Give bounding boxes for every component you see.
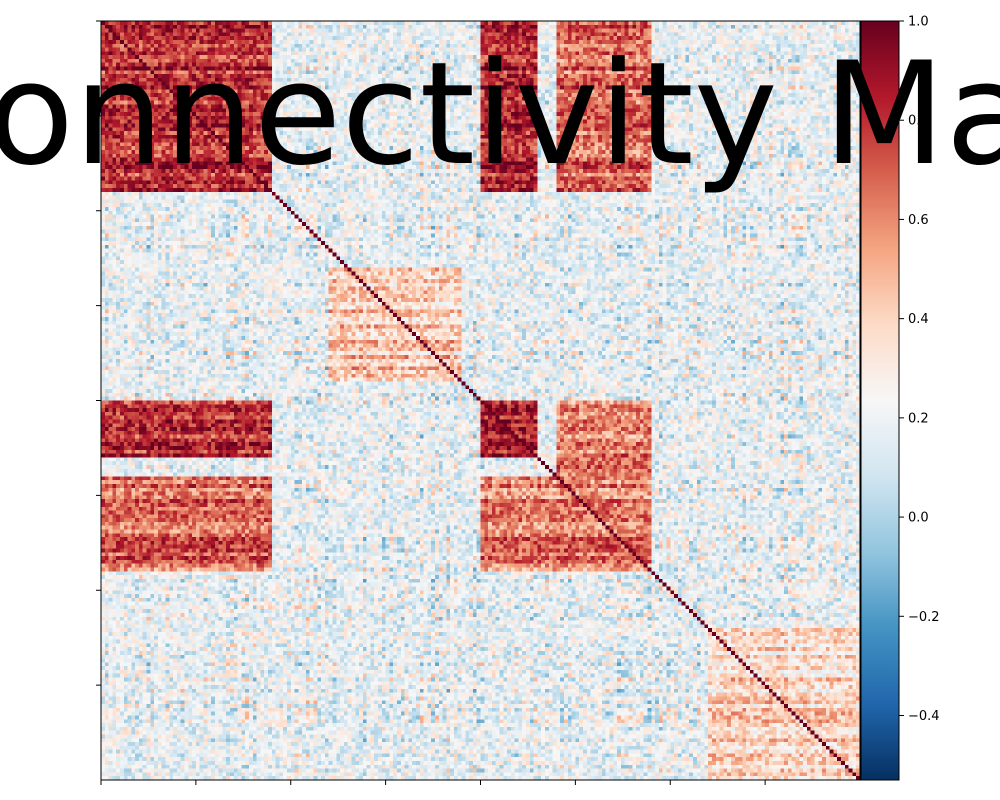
colorbar-tick-label: −0.4 — [908, 709, 940, 724]
colorbar: 1.0 0.8 0.6 0.4 0.2 0.0 −0.2 −0.4 — [860, 15, 940, 781]
colorbar-tick-label: 0.4 — [908, 312, 929, 327]
colorbar-ticks: 1.0 0.8 0.6 0.4 0.2 0.0 −0.2 −0.4 — [899, 15, 940, 724]
colorbar-tick-label: 0.8 — [908, 114, 929, 129]
colorbar-tick-label: 1.0 — [908, 15, 929, 30]
colorbar-tick-label: 0.0 — [908, 511, 929, 526]
axis-ticks — [96, 20, 766, 785]
colorbar-gradient — [860, 20, 900, 781]
colorbar-tick-label: 0.6 — [908, 213, 929, 228]
colorbar-tick-label: −0.2 — [908, 610, 940, 625]
heatmap-cells — [101, 21, 860, 780]
colorbar-tick-label: 0.2 — [908, 411, 929, 426]
heatmap-matrix — [100, 20, 861, 781]
